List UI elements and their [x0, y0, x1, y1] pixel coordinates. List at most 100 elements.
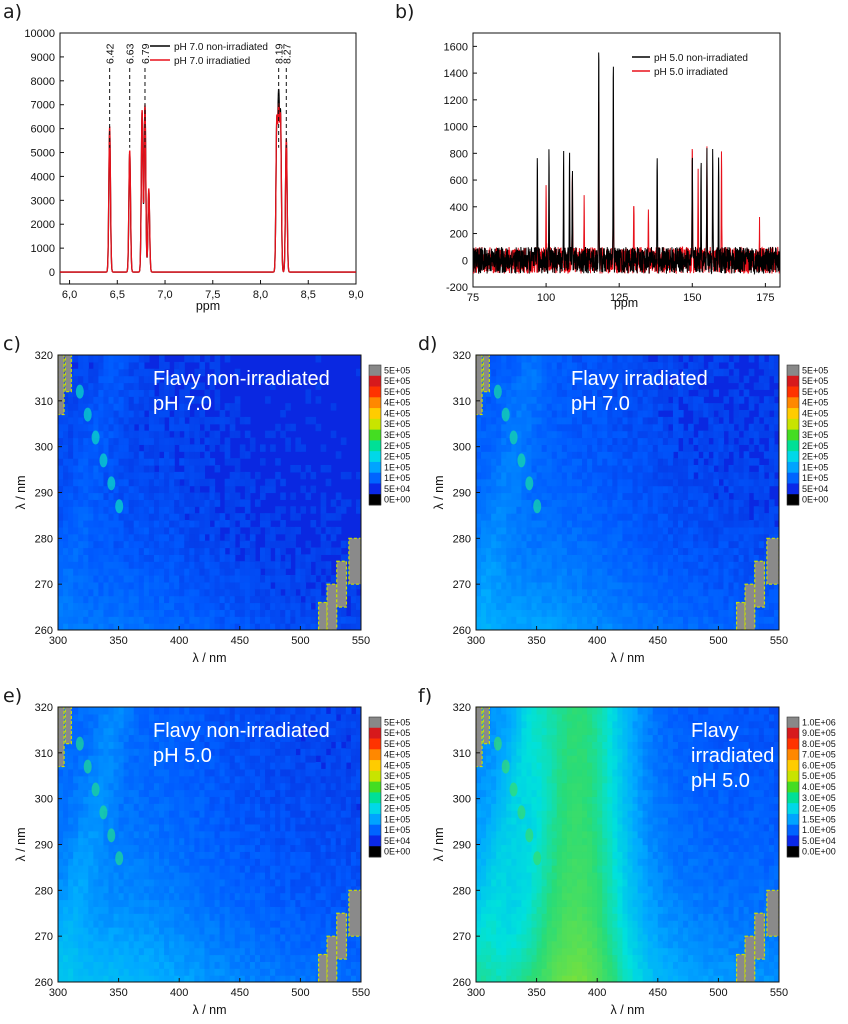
- heatmap-cell: [582, 430, 588, 439]
- heatmap-cell: [516, 465, 523, 473]
- heatmap-cell: [290, 506, 296, 514]
- heatmap-cell: [88, 375, 94, 384]
- heatmap-cell: [103, 720, 110, 729]
- heatmap-cell: [587, 506, 593, 514]
- heatmap-cell: [194, 520, 200, 528]
- heatmap-cell: [753, 382, 760, 390]
- heatmap-cell: [224, 595, 231, 604]
- heatmap-cell: [98, 885, 105, 894]
- heatmap-cell: [138, 451, 145, 459]
- heatmap-cell: [551, 410, 558, 418]
- heatmap-title-line: Flavy irradiated: [571, 368, 708, 390]
- heatmap-cell: [148, 940, 155, 949]
- heatmap-cell: [713, 423, 719, 432]
- heatmap-cell: [617, 368, 624, 377]
- heatmap-cell: [617, 437, 624, 445]
- heatmap-cell: [58, 609, 64, 617]
- heatmap-cell: [678, 499, 684, 507]
- heatmap-cell: [476, 568, 482, 576]
- heatmap-cell: [546, 355, 553, 363]
- heatmap-cell: [78, 803, 84, 811]
- heatmap-cell: [133, 748, 140, 756]
- heatmap-cell: [159, 713, 165, 722]
- heatmap-cell: [98, 437, 105, 445]
- colorbar-label: 5E+05: [384, 376, 410, 386]
- heatmap-cell: [481, 526, 487, 535]
- heatmap-cell: [597, 561, 603, 569]
- heatmap-cell: [88, 499, 94, 507]
- heatmap-cell: [637, 581, 644, 590]
- heatmap-cell: [83, 830, 89, 839]
- heatmap-cell: [582, 458, 588, 466]
- heatmap-cell: [174, 368, 180, 377]
- heatmap-cell: [209, 492, 216, 500]
- heatmap-cell: [693, 492, 699, 500]
- heatmap-cell: [118, 540, 125, 549]
- heatmap-cell: [693, 437, 699, 445]
- heatmap-cell: [234, 430, 241, 439]
- heatmap-cell: [58, 602, 64, 610]
- heatmap-cell: [683, 492, 689, 500]
- heatmap-cell: [108, 623, 115, 630]
- heatmap-cell: [531, 368, 538, 377]
- heatmap-cell: [209, 609, 216, 617]
- heatmap-cell: [103, 865, 110, 873]
- heatmap-cell: [637, 471, 644, 480]
- heatmap-cell: [592, 520, 598, 528]
- heatmap-cell: [128, 906, 135, 914]
- heatmap-cell: [627, 361, 634, 370]
- heatmap-cell: [582, 526, 588, 535]
- heatmap-cell: [713, 616, 719, 624]
- heatmap-cell: [703, 609, 709, 617]
- heatmap-cell: [708, 416, 714, 425]
- heatmap-cell: [68, 803, 74, 811]
- heatmap-cell: [108, 796, 115, 804]
- heatmap-cell: [98, 817, 105, 825]
- heatmap-cell: [138, 533, 145, 542]
- heatmap-cell: [592, 492, 598, 500]
- heatmap-cell: [541, 375, 548, 384]
- heatmap-cell: [622, 554, 629, 562]
- heatmap-cell: [486, 410, 492, 418]
- heatmap-cell: [592, 430, 598, 439]
- heatmap-cell: [521, 547, 528, 555]
- heatmap-cell: [662, 547, 669, 555]
- heatmap-cell: [118, 913, 125, 921]
- heatmap-cell: [174, 581, 180, 590]
- heatmap-cell: [607, 526, 613, 535]
- heatmap-cell: [164, 927, 170, 935]
- heatmap-cell: [642, 520, 649, 528]
- heatmap-cell: [577, 430, 583, 439]
- heatmap-cell: [496, 478, 502, 487]
- heatmap-cell: [73, 533, 79, 542]
- heatmap-cell: [546, 602, 553, 610]
- heatmap-cell: [103, 368, 110, 377]
- heatmap-cell: [138, 865, 145, 873]
- heatmap-cell: [481, 575, 487, 583]
- heatmap-cell: [672, 458, 679, 466]
- heatmap-cell: [103, 789, 110, 797]
- heatmap-cell: [88, 368, 94, 377]
- heatmap-cell: [667, 451, 674, 459]
- heatmap-cell: [118, 947, 125, 956]
- heatmap-cell: [229, 478, 236, 487]
- heatmap-cell: [748, 568, 755, 576]
- heatmap-cell: [209, 547, 216, 555]
- heatmap-cell: [561, 554, 568, 562]
- heatmap-cell: [662, 520, 669, 528]
- heatmap-cell: [123, 913, 130, 921]
- heatmap-cell: [678, 492, 684, 500]
- heatmap-cell: [224, 499, 231, 507]
- heatmap-cell: [148, 810, 155, 818]
- heatmap-cell: [612, 568, 618, 576]
- heatmap-cell: [657, 506, 664, 514]
- heatmap-cell: [592, 526, 598, 535]
- heatmap-cell: [632, 430, 639, 439]
- heatmap-cell: [118, 423, 125, 432]
- panel-f-label: f): [418, 685, 432, 707]
- heatmap-cell: [108, 595, 115, 604]
- heatmap-cell: [88, 755, 94, 763]
- heatmap-cell: [743, 547, 750, 555]
- heatmap-cell: [627, 506, 634, 514]
- heatmap-cell: [128, 533, 135, 542]
